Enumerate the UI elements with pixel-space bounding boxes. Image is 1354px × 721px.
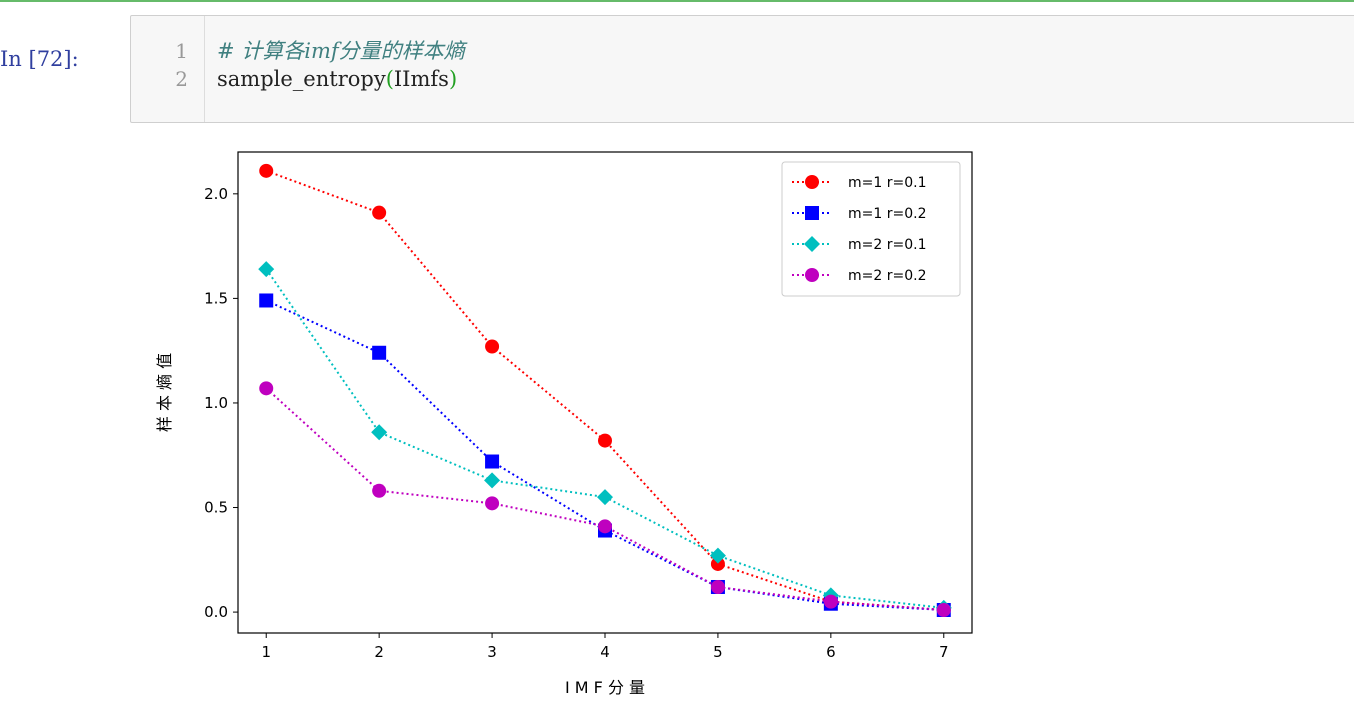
- legend-marker: [805, 206, 819, 220]
- data-point: [709, 547, 726, 564]
- legend-box: [781, 161, 961, 297]
- data-point: [259, 293, 274, 308]
- x-tick-label: 4: [600, 643, 610, 661]
- y-tick-label: 1.0: [204, 394, 228, 412]
- line-number: 1: [175, 39, 188, 63]
- code-line-2[interactable]: sample_entropy(IImfs): [217, 66, 457, 92]
- sample-entropy-chart: 1 2 3 4 5 6 7 0.0 0.5 1.0 1.5 2.0 I M F 分 量 样 本 熵 …: [155, 151, 973, 697]
- data-point: [485, 339, 500, 354]
- data-point: [372, 205, 387, 220]
- legend-marker: [805, 175, 819, 189]
- data-point: [598, 519, 612, 534]
- code-comment: # 计算各imf分量的样本熵: [217, 39, 465, 63]
- x-tick-label: 1: [261, 643, 271, 661]
- data-point: [259, 163, 274, 178]
- code-editor[interactable]: 1 2 # 计算各imf分量的样本熵 sample_entropy(IImfs): [130, 15, 1354, 123]
- y-tick-label: 0.0: [204, 603, 228, 621]
- data-point: [710, 579, 725, 594]
- x-tick-label: 3: [487, 643, 497, 661]
- code-function-name: sample_entropy: [217, 67, 386, 91]
- line-number-gutter: 1 2: [131, 16, 205, 122]
- data-point: [485, 496, 500, 511]
- cell-selection-border: [0, 0, 1354, 2]
- x-axis: 1 2 3 4 5 6 7: [261, 633, 949, 661]
- legend: m=1 r=0.1 m=1 r=0.2 m=2 r=0.1 m=2 r=0.2: [781, 161, 961, 297]
- data-point: [259, 381, 274, 396]
- data-point: [484, 472, 501, 489]
- y-tick-label: 2.0: [204, 185, 228, 203]
- line-number: 2: [175, 67, 188, 91]
- data-point: [258, 261, 275, 278]
- x-axis-label: I M F 分 量: [565, 678, 645, 697]
- y-tick-label: 0.5: [204, 499, 228, 517]
- cell-output: 1 2 3 4 5 6 7 0.0 0.5 1.0 1.5 2.0 I M F 分 量 样 本 熵 …: [130, 130, 1010, 710]
- y-tick-label: 1.5: [204, 289, 228, 307]
- y-axis-label: 样 本 熵 值: [155, 353, 174, 432]
- series-4: [259, 381, 951, 617]
- input-prompt: In [72]:: [0, 47, 79, 71]
- data-point: [371, 424, 388, 441]
- x-tick-label: 5: [713, 643, 723, 661]
- legend-label: m=2 r=0.1: [848, 237, 926, 253]
- code-close-paren: ): [448, 67, 458, 91]
- code-open-paren: (: [385, 67, 394, 91]
- series-layer: [258, 163, 952, 617]
- legend-marker: [805, 268, 819, 282]
- data-point: [710, 556, 725, 571]
- data-point: [597, 489, 613, 506]
- data-point: [485, 454, 500, 469]
- code-line-1[interactable]: # 计算各imf分量的样本熵: [217, 38, 465, 64]
- code-argument: IImfs: [393, 67, 449, 91]
- legend-label: m=1 r=0.1: [848, 175, 926, 191]
- x-tick-label: 7: [939, 643, 949, 661]
- data-point: [823, 594, 838, 609]
- legend-label: m=2 r=0.2: [848, 268, 926, 284]
- data-point: [936, 602, 951, 617]
- legend-marker: [804, 236, 820, 252]
- data-point: [372, 345, 387, 360]
- legend-label: m=1 r=0.2: [848, 206, 926, 222]
- data-point: [598, 433, 612, 448]
- y-axis: 0.0 0.5 1.0 1.5 2.0: [204, 185, 238, 621]
- x-tick-label: 2: [374, 643, 384, 661]
- data-point: [372, 483, 387, 498]
- x-tick-label: 6: [826, 643, 836, 661]
